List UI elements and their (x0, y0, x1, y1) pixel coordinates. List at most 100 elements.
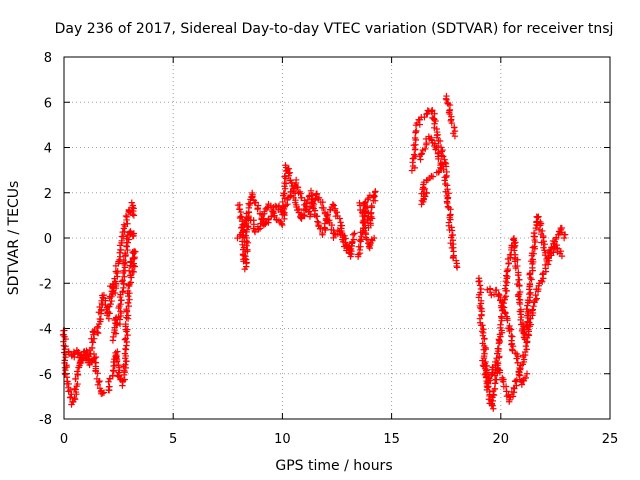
data-point (505, 259, 513, 267)
grid (64, 57, 610, 419)
plot-frame (63, 56, 611, 420)
data-point (518, 381, 526, 388)
data-point (548, 244, 555, 251)
data-point (448, 119, 455, 127)
data-point (498, 313, 505, 320)
data-point (282, 164, 290, 171)
data-point (516, 308, 524, 315)
data-point (545, 247, 553, 255)
data-point (527, 289, 534, 296)
data-point (95, 378, 103, 386)
data-point (245, 200, 252, 207)
data-point (99, 390, 106, 397)
y-tick-label: 8 (44, 51, 52, 66)
chart-title: Day 236 of 2017, Sidereal Day-to-day VTE… (55, 21, 614, 37)
data-point (442, 163, 450, 170)
data-point (490, 391, 498, 399)
data-point (288, 179, 295, 186)
data-point (478, 328, 486, 335)
data-point (447, 216, 454, 223)
data-point (74, 380, 81, 388)
data-point (121, 336, 129, 343)
data-point (112, 278, 119, 285)
data-point (506, 327, 513, 335)
data-point (504, 273, 511, 281)
data-point (479, 357, 486, 364)
data-point (261, 208, 268, 215)
y-tick-label: 2 (44, 187, 52, 202)
data-point (539, 271, 546, 278)
data-point (88, 344, 96, 352)
data-point (271, 212, 278, 219)
data-points (59, 92, 569, 412)
data-point (125, 206, 133, 214)
data-point (118, 296, 125, 304)
data-point (314, 218, 321, 225)
data-point (121, 273, 128, 280)
data-point (432, 117, 439, 125)
data-point (481, 371, 489, 378)
data-point (281, 179, 288, 187)
data-point (72, 375, 79, 382)
data-point (309, 195, 317, 203)
data-point (522, 342, 530, 350)
data-point (488, 291, 495, 299)
data-point (523, 305, 530, 313)
data-point (502, 310, 509, 317)
data-point (280, 203, 287, 210)
data-point (428, 136, 435, 143)
data-point (533, 295, 540, 302)
data-point (355, 243, 362, 250)
x-tick-label: 5 (169, 432, 177, 447)
data-point (523, 370, 531, 377)
data-point (96, 315, 104, 323)
data-point (240, 220, 248, 228)
data-point (239, 227, 247, 234)
data-point (127, 272, 134, 279)
data-point (96, 377, 103, 385)
data-point (549, 237, 557, 245)
data-point (329, 201, 337, 208)
data-point (322, 217, 330, 224)
data-point (453, 264, 461, 271)
data-point (236, 205, 243, 213)
data-point (450, 253, 457, 261)
data-point (241, 252, 248, 260)
x-tick-label: 15 (383, 432, 400, 447)
data-point (351, 230, 358, 237)
data-point (524, 302, 531, 309)
data-point (305, 208, 313, 215)
data-point (244, 223, 252, 230)
data-point (488, 400, 496, 407)
data-point (478, 312, 485, 319)
data-point (122, 320, 129, 328)
data-point (124, 220, 131, 227)
data-point (496, 291, 503, 299)
data-point (539, 227, 546, 235)
data-point (303, 200, 310, 207)
data-point (123, 357, 130, 365)
data-point (319, 198, 326, 206)
data-point (356, 237, 364, 244)
data-point (491, 380, 499, 387)
data-point (515, 293, 522, 300)
data-point (123, 242, 130, 250)
data-point (370, 193, 378, 200)
y-tick-label: -6 (39, 368, 52, 383)
data-point (90, 335, 98, 342)
data-point (330, 202, 338, 209)
data-point (443, 96, 450, 104)
data-point (532, 224, 540, 232)
data-point (279, 198, 286, 206)
data-point (333, 209, 341, 216)
data-point (125, 236, 133, 243)
data-point (124, 239, 132, 246)
data-point (513, 355, 520, 362)
data-point (72, 386, 79, 393)
data-point (445, 109, 453, 116)
data-point (535, 213, 542, 220)
y-tick-label: 6 (44, 96, 52, 111)
data-point (286, 169, 294, 176)
data-point (545, 254, 552, 262)
data-point (413, 119, 421, 127)
